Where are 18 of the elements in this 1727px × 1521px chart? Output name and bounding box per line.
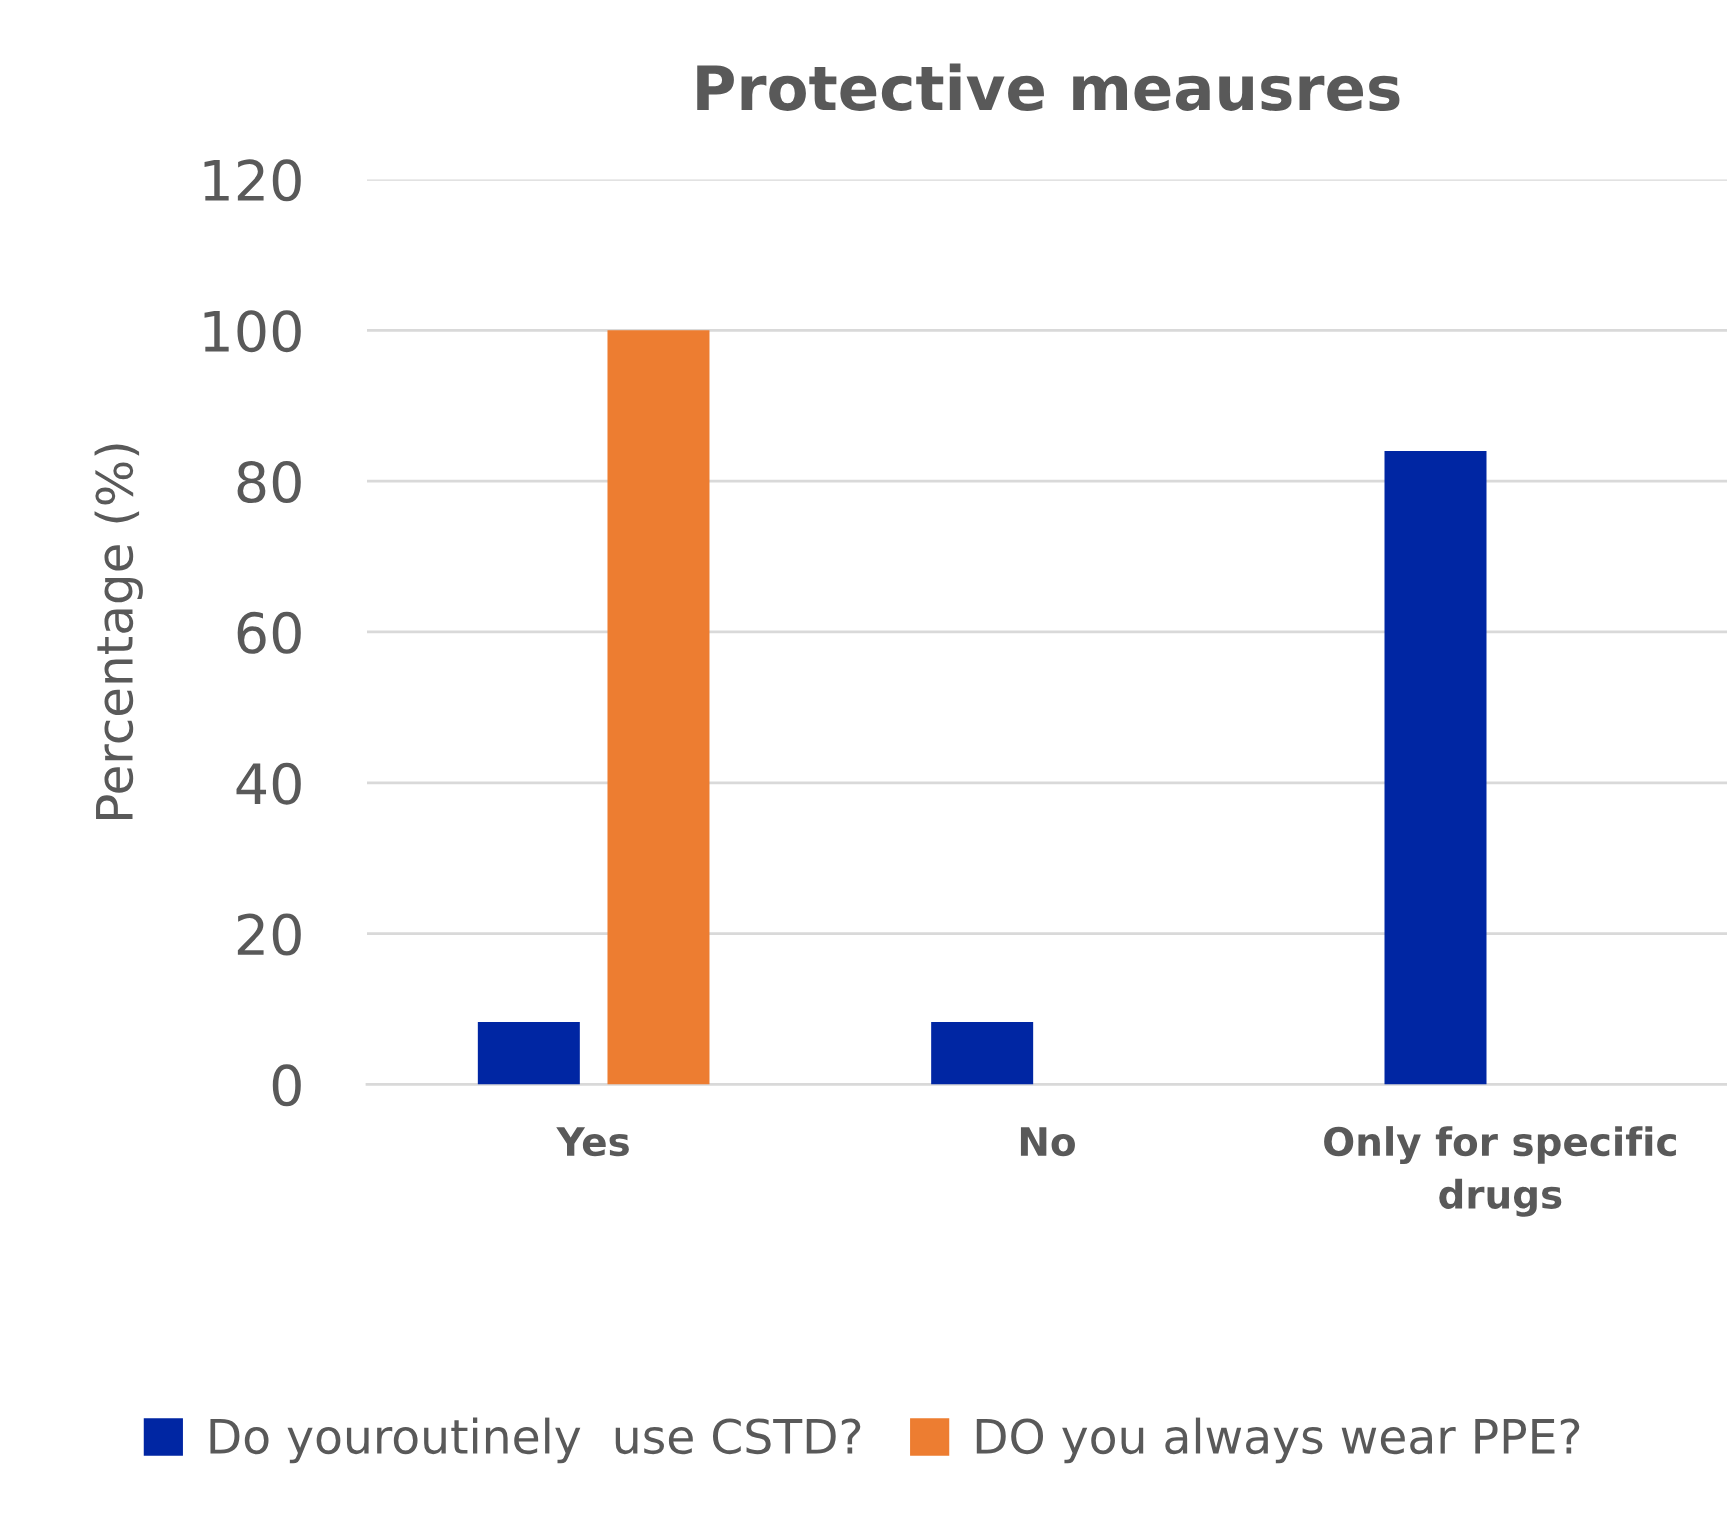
y-tick-label: 100 — [204, 310, 301, 353]
bar — [477, 1021, 580, 1085]
y-tick-label: 40 — [236, 762, 301, 805]
y-axis-title: Percentage (%) — [94, 444, 143, 819]
x-tick-label: Only for specific drugs — [1324, 1126, 1676, 1217]
y-tick-label: 20 — [237, 913, 301, 956]
x-tick-label: No — [1020, 1127, 1075, 1157]
y-tick-label: 0 — [272, 1064, 301, 1107]
x-tick-label: Yes — [556, 1127, 629, 1157]
y-tick-label: 120 — [204, 159, 301, 202]
legend-label: DO you always wear PPE? — [976, 1417, 1580, 1464]
bar — [607, 330, 710, 1085]
y-tick-label: 80 — [237, 461, 301, 504]
y-tick-label: 60 — [237, 611, 301, 654]
bar — [931, 1021, 1034, 1085]
bar — [1384, 450, 1487, 1085]
legend-label: Do youroutinely use CSTD? — [210, 1417, 861, 1464]
chart-title: Protective meausres — [697, 63, 1400, 111]
